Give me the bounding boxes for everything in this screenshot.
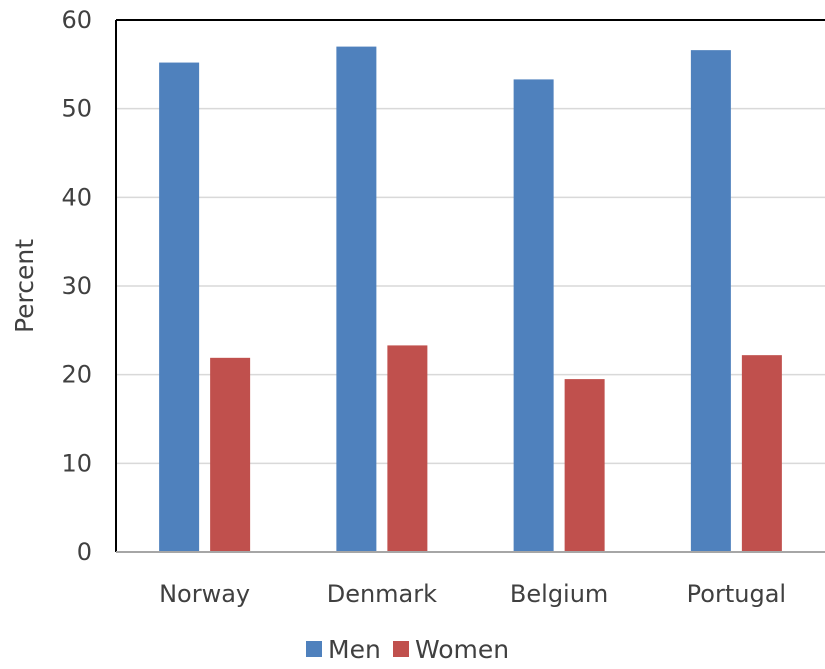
bar-men-norway xyxy=(159,62,200,553)
y-tick-label: 60 xyxy=(61,6,92,34)
bar-women-denmark xyxy=(387,345,428,552)
bar-women-belgium xyxy=(564,379,605,552)
x-tick-label: Norway xyxy=(159,580,250,608)
bar-women-portugal xyxy=(741,355,782,552)
bar-women-norway xyxy=(210,357,251,552)
y-axis-title: Percent xyxy=(10,239,39,333)
legend-label-men: Men xyxy=(328,635,381,664)
bars xyxy=(159,46,782,553)
legend-swatch-women xyxy=(393,641,409,657)
axes xyxy=(115,19,825,553)
bar-men-denmark xyxy=(336,46,377,552)
legend-swatch-men xyxy=(306,641,322,657)
y-tick-label: 40 xyxy=(61,183,92,211)
x-tick-label: Denmark xyxy=(327,580,437,608)
y-tick-label: 10 xyxy=(61,449,92,477)
x-tick-labels: Norway Denmark Belgium Portugal xyxy=(159,580,786,608)
y-tick-label: 50 xyxy=(61,95,92,123)
legend: Men Women xyxy=(306,635,509,664)
y-tick-label: 20 xyxy=(61,361,92,389)
x-tick-label: Belgium xyxy=(510,580,608,608)
bar-men-belgium xyxy=(513,79,554,552)
y-tick-label: 0 xyxy=(77,538,92,566)
legend-label-women: Women xyxy=(415,635,509,664)
y-tick-labels: 0 10 20 30 40 50 60 xyxy=(61,6,92,566)
y-tick-label: 30 xyxy=(61,272,92,300)
bar-men-portugal xyxy=(690,50,731,552)
x-tick-label: Portugal xyxy=(687,580,786,608)
